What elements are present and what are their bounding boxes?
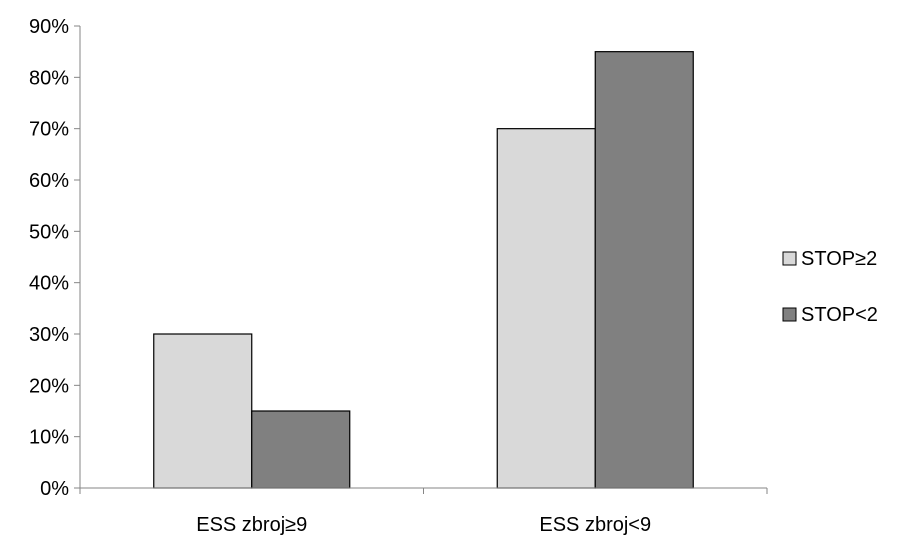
x-axis-labels: ESS zbroj≥9 ESS zbroj<9 — [196, 514, 651, 536]
x-category-label: ESS zbroj<9 — [539, 514, 651, 536]
y-tick-label: 10% — [29, 427, 69, 449]
legend-label: STOP≥2 — [801, 248, 877, 270]
bar-stop-ge-2-2 — [496, 128, 596, 489]
bar-stop-lt-2-1 — [251, 410, 351, 489]
y-tick-label: 80% — [29, 67, 69, 89]
y-tick-label: 30% — [29, 324, 69, 346]
x-category-label: ESS zbroj≥9 — [196, 514, 307, 536]
legend-label: STOP<2 — [801, 304, 878, 326]
bar-stop-lt-2-2 — [594, 51, 694, 489]
y-tick-label: 50% — [29, 221, 69, 243]
y-axis-ticks: 0% 10% 20% 30% 40% 50% 60% 70% 80% 90% — [29, 16, 80, 500]
bars — [153, 51, 694, 489]
legend: STOP≥2 STOP<2 — [782, 248, 878, 326]
axes — [79, 26, 768, 494]
y-tick-label: 0% — [40, 478, 69, 500]
y-tick-label: 20% — [29, 375, 69, 397]
y-tick-label: 70% — [29, 119, 69, 141]
y-tick-label: 60% — [29, 170, 69, 192]
y-tick-label: 40% — [29, 273, 69, 295]
legend-swatch — [782, 251, 797, 266]
bar-stop-ge-2-1 — [153, 333, 253, 489]
legend-swatch — [782, 307, 797, 322]
y-tick-label: 90% — [29, 16, 69, 38]
